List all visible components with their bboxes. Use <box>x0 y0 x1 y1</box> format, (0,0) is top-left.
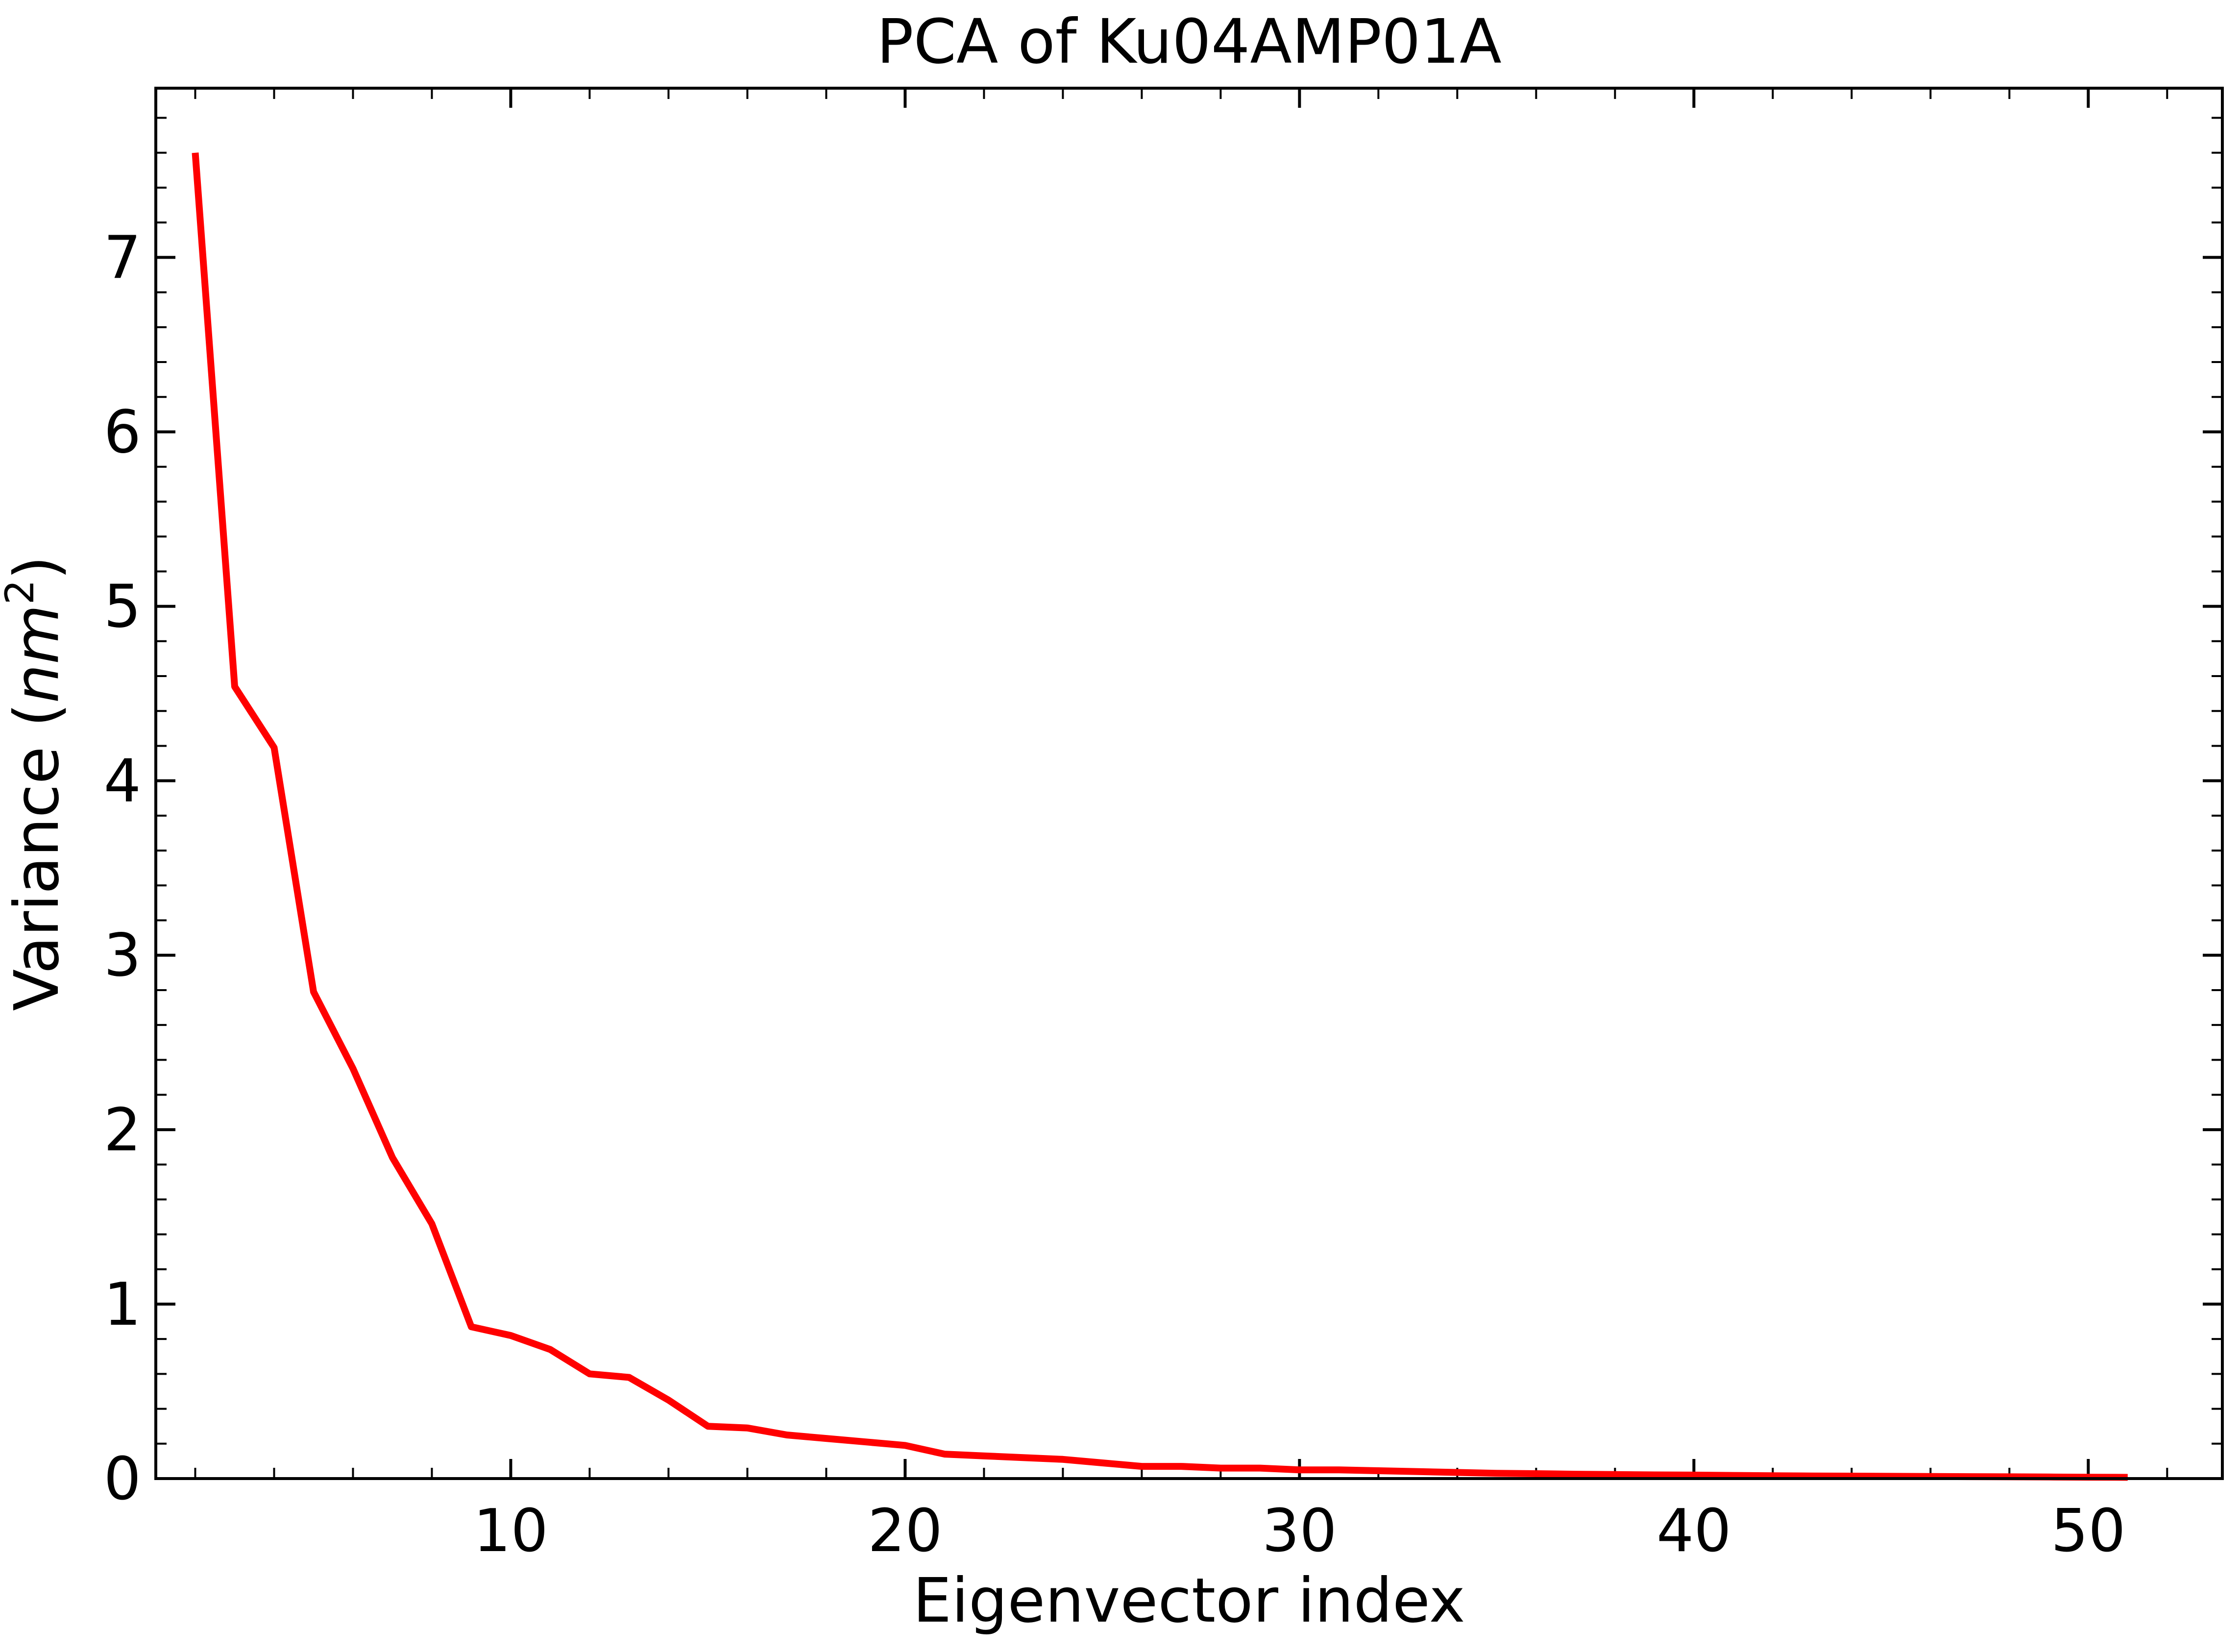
y-tick-label: 0 <box>104 1445 141 1513</box>
y-tick-label: 6 <box>104 398 141 466</box>
y-axis-tick-labels: 0 1 2 3 4 5 6 7 <box>104 224 141 1513</box>
y-tick-label: 2 <box>104 1096 141 1165</box>
x-tick-label: 30 <box>1262 1497 1337 1565</box>
y-tick-label: 1 <box>104 1271 141 1339</box>
x-axis-tick-labels: 10 20 30 40 50 <box>473 1497 2126 1565</box>
y-axis-title-suffix: ) <box>1 556 73 580</box>
y-axis-title-unit: nm <box>1 605 73 703</box>
plot-frame <box>154 87 2224 1480</box>
chart-title: PCA of Ku04AMP01A <box>877 6 1501 77</box>
x-axis-title: Eigenvector index <box>913 1565 1465 1636</box>
x-tick-label: 20 <box>868 1497 943 1565</box>
y-axis-ticks <box>156 117 2222 1480</box>
y-tick-label: 3 <box>104 922 141 990</box>
y-tick-label: 4 <box>104 748 141 816</box>
x-tick-label: 50 <box>2051 1497 2126 1565</box>
y-axis-title-prefix: Variance ( <box>1 703 73 1011</box>
x-tick-label: 40 <box>1656 1497 1731 1565</box>
y-axis-title: Variance (nm2) <box>0 556 73 1011</box>
y-axis-title-exponent: 2 <box>0 580 43 605</box>
series-line <box>192 152 2128 1481</box>
x-axis-ticks <box>194 88 2168 1479</box>
y-tick-label: 5 <box>104 573 141 641</box>
y-tick-label: 7 <box>104 224 141 292</box>
x-tick-label: 10 <box>473 1497 548 1565</box>
